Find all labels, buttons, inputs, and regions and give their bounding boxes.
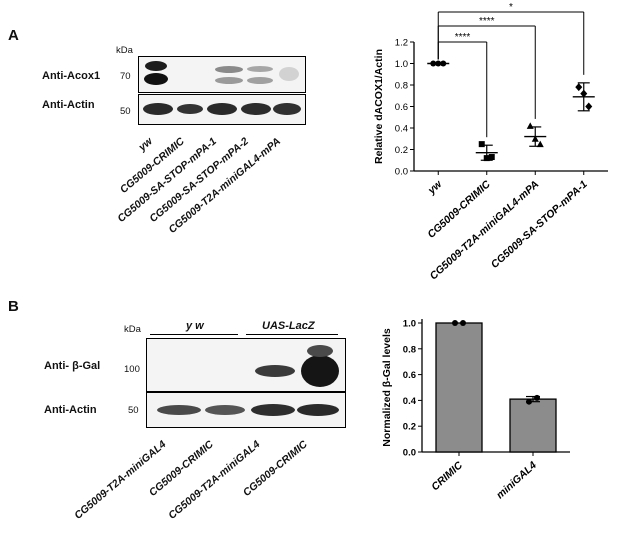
band xyxy=(157,405,201,415)
y-tick-label: 1.2 xyxy=(395,38,408,49)
group-label-yw: y w xyxy=(186,320,204,332)
blot-actin-b xyxy=(146,392,346,428)
data-point xyxy=(531,135,539,142)
data-point xyxy=(430,60,437,67)
lane-label-b-1: CG5009-T2A-miniGAL4 xyxy=(72,438,169,522)
band xyxy=(307,345,333,357)
kda-label-a: kDa xyxy=(116,45,133,56)
band xyxy=(215,66,243,73)
x-tick-label: CRIMIC xyxy=(429,459,465,493)
band xyxy=(273,103,301,115)
x-tick-label: miniGAL4 xyxy=(494,459,539,501)
sig-label: **** xyxy=(479,16,495,27)
y-tick-label: 0.2 xyxy=(403,422,416,433)
data-point xyxy=(575,83,583,92)
band xyxy=(177,104,203,114)
x-tick-label: yw xyxy=(425,178,445,198)
y-tick-label: 0.6 xyxy=(395,102,408,113)
data-point xyxy=(435,60,442,67)
data-point xyxy=(526,122,534,129)
sig-label: * xyxy=(509,2,513,13)
band xyxy=(205,405,245,415)
data-point xyxy=(585,102,593,111)
band xyxy=(145,61,167,71)
y-tick-label: 0.0 xyxy=(395,167,408,178)
data-point xyxy=(440,60,447,67)
y-tick-label: 0.4 xyxy=(395,124,408,135)
chart-acox1: 0.0 0.2 0.4 0.6 0.8 1.0 1.2 Relative dACOX1/Act… xyxy=(373,2,608,282)
blot-bgal xyxy=(146,338,346,392)
row-label-actin-b: Anti-Actin xyxy=(44,404,97,416)
row-label-actin-a: Anti-Actin xyxy=(42,99,95,111)
band xyxy=(241,103,271,115)
data-point xyxy=(526,398,532,405)
band xyxy=(279,67,299,81)
group-line-yw xyxy=(150,334,238,335)
band xyxy=(143,103,173,115)
data-point xyxy=(460,320,466,326)
blot-actin-a xyxy=(138,94,306,125)
bar xyxy=(509,398,557,453)
data-point xyxy=(452,320,458,326)
y-axis-title: Relative dACOX1/Actin xyxy=(373,49,385,164)
marker-50-b: 50 xyxy=(128,405,139,416)
marker-100: 100 xyxy=(124,364,140,375)
marker-70: 70 xyxy=(120,71,131,82)
data-point xyxy=(483,155,490,162)
row-label-bgal: Anti- β-Gal xyxy=(44,360,101,372)
band xyxy=(144,73,168,85)
data-point xyxy=(478,141,485,148)
marker-50-a: 50 xyxy=(120,106,131,117)
blot-acox1 xyxy=(138,56,306,93)
group-label-uas-lacz: UAS-LacZ xyxy=(262,320,315,332)
y-axis-title: Normalized β-Gal levels xyxy=(381,328,393,447)
lane-label-b-3: CG5009-T2A-miniGAL4 xyxy=(166,438,263,522)
y-tick-label: 0.4 xyxy=(403,396,417,407)
data-point xyxy=(534,394,540,401)
band xyxy=(301,355,339,387)
band xyxy=(215,77,243,84)
panel-a-letter: A xyxy=(8,27,19,44)
sig-label: **** xyxy=(455,32,471,43)
y-tick-label: 0.6 xyxy=(403,370,416,381)
lane-label-a-1: yw xyxy=(136,135,155,154)
y-tick-label: 0.2 xyxy=(395,145,408,156)
band xyxy=(247,66,273,72)
y-tick-label: 0.8 xyxy=(403,344,416,355)
data-point xyxy=(536,140,544,148)
y-tick-label: 1.0 xyxy=(395,59,408,70)
y-tick-label: 1.0 xyxy=(403,319,416,330)
kda-label-b: kDa xyxy=(124,324,141,335)
panel-b-letter: B xyxy=(8,298,19,315)
y-tick-label: 0.0 xyxy=(403,448,416,459)
chart-bgal: 0.0 0.2 0.4 0.6 0.8 1.0 Normalized β-Gal level… xyxy=(381,319,570,501)
data-point xyxy=(488,154,495,161)
group-line-uas-lacz xyxy=(246,334,338,335)
band xyxy=(297,404,339,416)
bar xyxy=(435,322,483,453)
row-label-acox1: Anti-Acox1 xyxy=(42,70,101,82)
y-tick-label: 0.8 xyxy=(395,81,408,92)
band xyxy=(251,404,295,416)
band xyxy=(255,365,295,377)
x-tick-label: CG5009-SA-STOP-mPA-1 xyxy=(489,178,590,271)
data-point xyxy=(580,89,588,98)
band xyxy=(247,77,273,84)
band xyxy=(207,103,237,115)
